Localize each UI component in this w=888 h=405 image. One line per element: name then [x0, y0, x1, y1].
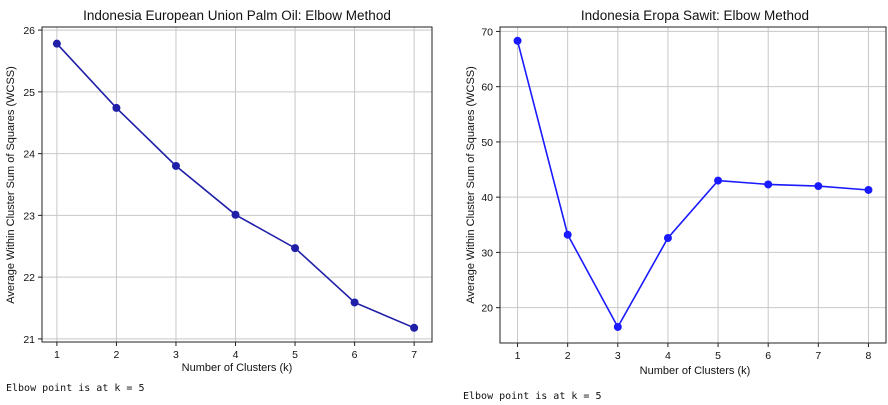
x-tick-label: 4	[665, 350, 671, 362]
x-tick-label: 5	[715, 350, 721, 362]
y-tick-label: 24	[23, 149, 35, 161]
y-tick-label: 40	[481, 192, 493, 204]
x-tick-label: 3	[173, 349, 179, 361]
elbow-chart-eropa-sawit: Indonesia Eropa Sawit: Elbow Method 1 2 3 4…	[465, 8, 887, 377]
data-point	[112, 103, 121, 112]
x-tick-label: 7	[411, 349, 417, 361]
chart-title: Indonesia European Union Palm Oil: Elbow…	[83, 8, 391, 23]
x-tick-label: 4	[233, 349, 239, 361]
data-point	[52, 39, 61, 48]
data-point	[171, 161, 180, 170]
data-point	[410, 323, 419, 332]
series-line	[516, 40, 869, 329]
data-point	[231, 210, 240, 219]
plot-frame	[499, 26, 887, 344]
y-tick-label: 70	[481, 26, 493, 38]
x-tick-label: 7	[815, 350, 821, 362]
x-tick-label: 2	[565, 350, 571, 362]
y-tick-label: 50	[481, 137, 493, 149]
x-tick-label: 5	[292, 349, 298, 361]
y-tick-label: 21	[23, 334, 35, 346]
elbow-point-note-right: Elbow point is at k = 5	[463, 391, 602, 402]
y-axis-label: Average Within Cluster Sum of Squares (W…	[5, 66, 17, 304]
x-tick-label: 1	[515, 350, 521, 362]
y-tick-label: 25	[23, 87, 35, 99]
y-tick-label: 20	[481, 303, 493, 315]
y-axis-label: Average Within Cluster Sum of Squares (W…	[465, 66, 477, 304]
x-tick-label: 1	[54, 349, 60, 361]
data-point	[764, 180, 773, 189]
data-point	[714, 176, 723, 185]
y-tick-label: 60	[481, 82, 493, 94]
data-point	[864, 185, 873, 194]
data-point	[350, 298, 359, 307]
y-tick-label: 22	[23, 272, 35, 284]
x-tick-label: 6	[765, 350, 771, 362]
x-tick-label: 3	[615, 350, 621, 362]
y-tick-label: 30	[481, 247, 493, 259]
data-point	[291, 244, 300, 253]
data-point	[563, 230, 572, 239]
x-tick-label: 2	[114, 349, 120, 361]
elbow-point-note-left: Elbow point is at k = 5	[6, 383, 145, 394]
data-point	[613, 322, 622, 331]
elbow-chart-eu-palm-oil: Indonesia European Union Palm Oil: Elbow…	[5, 8, 433, 374]
data-point	[513, 36, 522, 45]
data-point	[663, 234, 672, 243]
y-tick-label: 23	[23, 210, 35, 222]
x-tick-label: 8	[866, 350, 872, 362]
plot-frame	[41, 26, 433, 343]
x-axis-label: Number of Clusters (k)	[640, 365, 751, 377]
x-axis-label: Number of Clusters (k)	[182, 362, 293, 374]
x-tick-label: 6	[352, 349, 358, 361]
data-point	[814, 182, 823, 191]
y-tick-label: 26	[23, 25, 35, 37]
chart-title: Indonesia Eropa Sawit: Elbow Method	[581, 8, 809, 23]
